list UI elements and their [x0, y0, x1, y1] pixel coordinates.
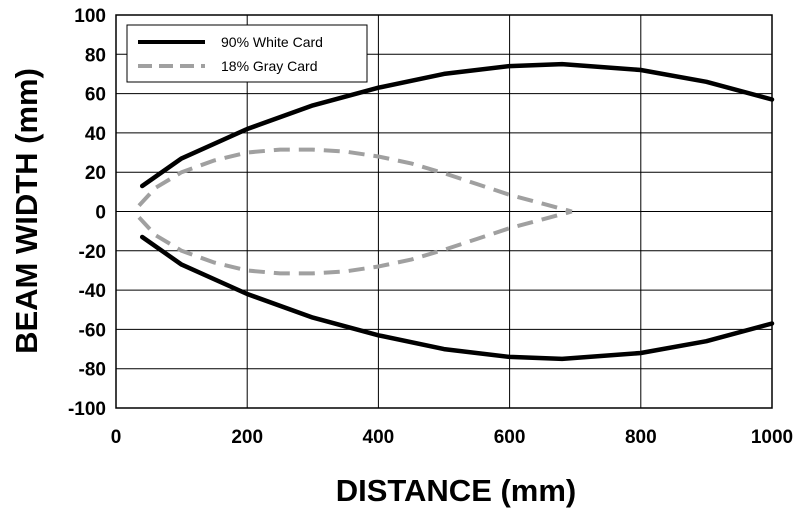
x-tick-label: 600	[494, 427, 526, 448]
legend-label-white-card: 90% White Card	[221, 34, 323, 50]
y-tick-label: -100	[68, 399, 106, 420]
y-tick-label: -40	[79, 281, 106, 302]
legend-label-gray-card: 18% Gray Card	[221, 58, 317, 74]
y-axis-title: BEAM WIDTH (mm)	[9, 68, 44, 354]
y-tick-label: 60	[85, 85, 106, 106]
series-line-gray-card-lower	[137, 209, 573, 276]
series-layer	[137, 61, 775, 362]
y-tick-label: 80	[85, 45, 106, 66]
series-line-white-card-upper	[139, 61, 775, 189]
y-tick-label: -80	[79, 360, 106, 381]
x-tick-label: 0	[111, 427, 122, 448]
y-tick-label: -20	[79, 242, 106, 263]
x-tick-label: 400	[363, 427, 395, 448]
y-tick-label: 0	[95, 203, 106, 224]
x-tick-labels: 0 200 400 600 800 1000	[111, 427, 793, 448]
y-tick-labels: 100 80 60 40 20 0 -20 -40 -60 -80 -100	[68, 6, 106, 420]
series-line-gray-card-upper	[137, 147, 573, 214]
legend-box	[126, 24, 368, 83]
y-tick-label: 40	[85, 124, 106, 145]
legend: 90% White Card 18% Gray Card	[126, 24, 368, 83]
y-tick-label: 20	[85, 163, 106, 184]
x-tick-label: 800	[625, 427, 657, 448]
plot-frame	[115, 14, 773, 409]
y-tick-label: 100	[74, 6, 106, 27]
y-tick-label: -60	[79, 320, 106, 341]
x-tick-label: 200	[231, 427, 263, 448]
x-axis-title: DISTANCE (mm)	[336, 473, 577, 508]
series-line-white-card-lower	[139, 234, 775, 362]
x-tick-label: 1000	[751, 427, 793, 448]
